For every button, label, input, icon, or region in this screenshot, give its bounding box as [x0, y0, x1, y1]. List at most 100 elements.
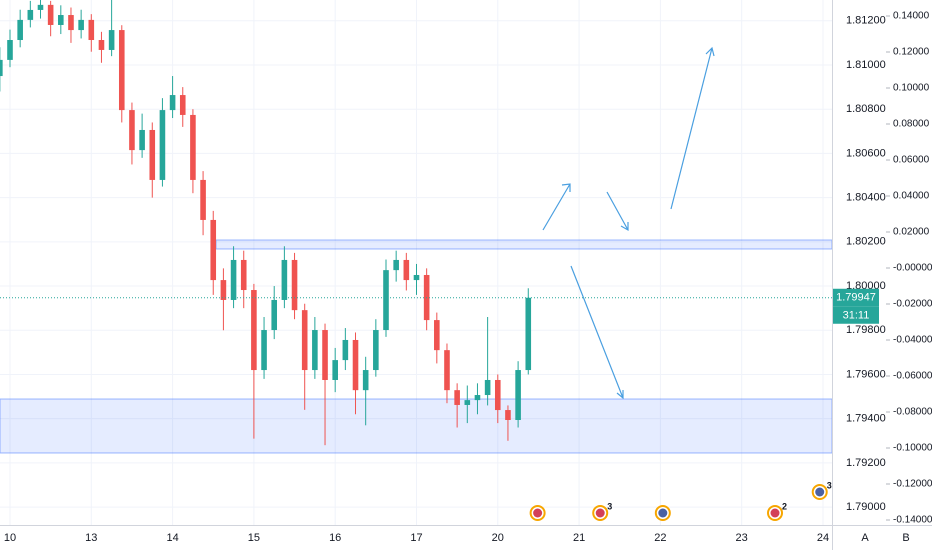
- candle-body: [362, 370, 369, 391]
- candle-body: [352, 339, 359, 391]
- y2-tick-label: -0.08000: [893, 407, 932, 418]
- x-tick-label: 20: [492, 532, 504, 544]
- y-tick-label: 1.79800: [846, 324, 886, 336]
- candle-body: [98, 40, 105, 50]
- candle-body: [434, 320, 440, 351]
- event-count: 2: [782, 501, 787, 511]
- event-flag: [595, 508, 605, 518]
- y2-tick-label: -0.02000: [893, 299, 932, 310]
- candle-body: [58, 15, 64, 25]
- y2-tick-label: 0.08000: [893, 119, 930, 130]
- candle-body: [301, 310, 308, 371]
- candle-body: [413, 274, 420, 281]
- resistance-zone: [215, 239, 833, 250]
- candle-body: [312, 330, 318, 371]
- candle-body: [139, 129, 145, 151]
- y2-tick-label: -0.04000: [893, 335, 932, 346]
- candle-body: [281, 259, 288, 300]
- event-flag: [658, 508, 668, 518]
- candle-body: [240, 259, 247, 291]
- event-flag: [815, 487, 825, 497]
- candle-body: [37, 4, 44, 10]
- grid: [0, 0, 832, 525]
- price-label: 1.79947: [836, 292, 876, 304]
- scale-button[interactable]: A: [861, 532, 869, 544]
- candle-body: [383, 270, 389, 331]
- candle-body: [444, 350, 450, 391]
- x-tick-label: 23: [736, 532, 748, 544]
- candle-body: [220, 280, 227, 300]
- y-tick-label: 1.81000: [846, 59, 886, 71]
- x-tick-label: 10: [4, 532, 16, 544]
- candle-body: [159, 110, 166, 180]
- candle-body: [454, 390, 460, 405]
- x-tick-label: 15: [248, 532, 260, 544]
- candle-body: [342, 339, 349, 361]
- y-tick-label: 1.79400: [846, 413, 886, 425]
- y2-tick-label: 0.04000: [893, 191, 930, 202]
- candle-body: [474, 395, 481, 401]
- y-tick-label: 1.80800: [846, 103, 886, 115]
- price-label-box: [833, 288, 879, 307]
- scale-button[interactable]: B: [902, 532, 909, 544]
- candle-body: [17, 19, 23, 41]
- x-tick-label: 21: [573, 532, 585, 544]
- y-tick-label: 1.79600: [846, 368, 886, 380]
- y-tick-label: 1.80600: [846, 147, 886, 159]
- candle-body: [129, 110, 135, 151]
- candle-body: [261, 330, 267, 371]
- arrows: [542, 46, 715, 400]
- y-tick-label: 1.79200: [846, 457, 886, 469]
- y2-tick-label: -0.14000: [893, 515, 932, 526]
- candle-body: [0, 59, 3, 77]
- event-count: 3: [827, 480, 832, 490]
- candle-body: [47, 4, 54, 25]
- candle-body: [27, 9, 34, 20]
- y-tick-label: 1.80400: [846, 192, 886, 204]
- arrow: [670, 46, 715, 210]
- support-zone: [0, 398, 833, 454]
- candle-body: [322, 330, 328, 380]
- y2-tick-label: 0.12000: [893, 47, 930, 58]
- candle-body: [271, 299, 278, 331]
- candle-body: [7, 40, 13, 60]
- candle-body: [515, 370, 521, 420]
- candle-body: [230, 259, 237, 300]
- countdown-box: [833, 306, 879, 324]
- y2-tick-label: -0.10000: [893, 443, 932, 454]
- candle-body: [332, 360, 338, 380]
- candle-body: [78, 19, 84, 31]
- candle-body: [403, 259, 410, 281]
- candle-body: [210, 219, 217, 281]
- arrow: [542, 183, 571, 231]
- candle-body: [525, 297, 532, 371]
- y2-tick-label: 0.06000: [893, 155, 930, 166]
- y-tick-label: 1.79000: [846, 501, 886, 513]
- candle-body: [149, 129, 156, 180]
- candle-body: [68, 15, 74, 31]
- x-tick-label: 16: [329, 532, 341, 544]
- candle-body: [179, 95, 186, 115]
- y-tick-label: 1.80200: [846, 236, 886, 248]
- y2-tick-label: -0.00000: [893, 263, 932, 274]
- x-tick-label: 17: [410, 532, 422, 544]
- x-tick-label: 14: [166, 532, 178, 544]
- candle-body: [108, 30, 115, 50]
- event-flag: [770, 508, 780, 518]
- y2-tick-label: -0.12000: [893, 479, 932, 490]
- candle-body: [200, 179, 206, 220]
- candle-body: [484, 379, 491, 396]
- event-count: 3: [607, 501, 612, 511]
- countdown: 31:11: [843, 310, 870, 322]
- candle-body: [494, 379, 501, 411]
- y2-tick-label: 0.10000: [893, 83, 930, 94]
- y2-tick-label: 0.14000: [893, 11, 930, 22]
- candle-body: [464, 400, 471, 405]
- event-flag: [533, 508, 543, 518]
- candle-body: [118, 30, 125, 111]
- candle-body: [373, 330, 379, 371]
- candle-body: [291, 259, 298, 311]
- candle-body: [393, 259, 399, 271]
- arrow: [570, 265, 624, 400]
